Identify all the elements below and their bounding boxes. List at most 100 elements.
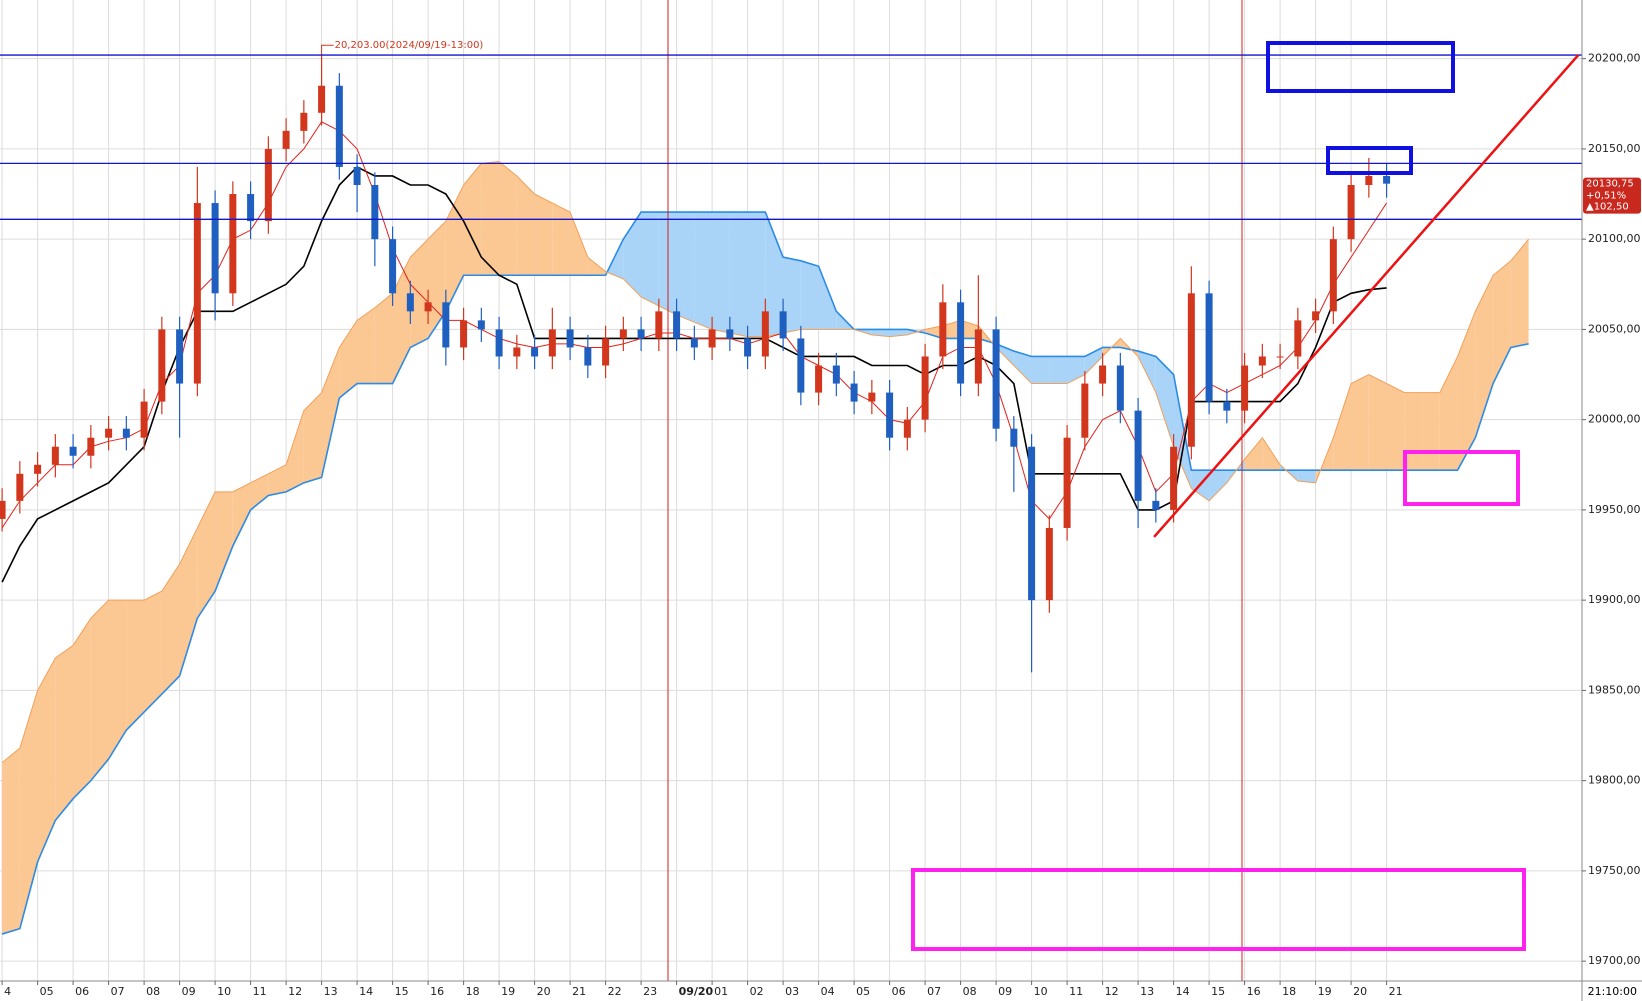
candle-body xyxy=(708,329,716,348)
candle-body xyxy=(1152,500,1160,510)
y-tick-label: 20100,00 xyxy=(1588,232,1641,245)
drawn-box xyxy=(1266,41,1455,93)
x-tick-label: 15 xyxy=(395,985,409,998)
candle-body xyxy=(1365,175,1373,186)
candle-body xyxy=(637,329,645,339)
cloud-fill xyxy=(357,307,375,384)
price-tag xyxy=(1583,177,1641,214)
cloud-fill xyxy=(250,473,269,510)
candle-body xyxy=(229,194,237,294)
cloud-fill xyxy=(676,212,695,323)
candle-body xyxy=(832,365,840,384)
cloud-fill xyxy=(1138,351,1156,393)
candle-body xyxy=(424,302,432,312)
cloud-fill xyxy=(481,161,500,276)
candle-body xyxy=(690,338,698,348)
candle-body xyxy=(797,338,805,393)
cloud-fill xyxy=(37,657,56,862)
x-tick-label: 20 xyxy=(1353,985,1367,998)
x-tick-label: 06 xyxy=(75,985,89,998)
x-tick-label: 06 xyxy=(892,985,906,998)
candle-body xyxy=(886,392,894,438)
candle-body xyxy=(548,329,556,357)
candle-body xyxy=(140,401,148,438)
candle-body xyxy=(584,347,592,366)
cloud-fill xyxy=(1386,383,1405,471)
candle-body xyxy=(300,112,308,131)
trendline xyxy=(1153,54,1580,538)
candle-body xyxy=(318,85,326,113)
cloud-fill xyxy=(2,748,20,935)
y-tick-label: 20200,00 xyxy=(1588,52,1641,65)
candle-body xyxy=(761,311,769,357)
cloud-fill xyxy=(445,185,464,312)
cloud-fill xyxy=(1493,260,1511,384)
candle-body xyxy=(957,302,965,384)
candle-body xyxy=(247,194,255,222)
cloud-fill xyxy=(144,591,162,713)
cloud-fill xyxy=(1351,374,1369,471)
y-tick-label: 19950,00 xyxy=(1588,503,1641,516)
cloud-fill xyxy=(286,410,304,492)
candle-body xyxy=(868,392,876,402)
y-tick-label: 19700,00 xyxy=(1588,954,1641,967)
cloud-fill xyxy=(712,212,730,334)
candle-body xyxy=(1383,175,1391,184)
candle-body xyxy=(619,329,627,339)
peak-label: 20,203.00(2024/09/19-13:00) xyxy=(335,40,484,51)
cloud-fill xyxy=(55,645,74,821)
candle-body xyxy=(442,302,450,348)
candle-body xyxy=(282,130,290,149)
cloud-fill xyxy=(303,392,322,483)
candle-body xyxy=(1329,239,1337,312)
cloud-fill xyxy=(1404,392,1423,471)
candle-body xyxy=(1134,410,1142,501)
cloud-fill xyxy=(339,320,358,398)
cloud-fill xyxy=(197,491,216,619)
candle-body xyxy=(939,302,947,357)
cloud-fill xyxy=(215,491,233,592)
candle-body xyxy=(16,473,24,501)
x-tick-label: 01 xyxy=(714,985,728,998)
candle-body xyxy=(744,338,752,357)
cloud-fill xyxy=(268,464,287,496)
candle-body xyxy=(531,347,539,357)
x-tick-label: 08 xyxy=(963,985,977,998)
cloud-fill xyxy=(516,175,535,276)
x-tick-label: 16 xyxy=(1247,985,1261,998)
x-tick-label: 20 xyxy=(537,985,551,998)
cloud-fill xyxy=(90,600,109,781)
x-tick-label: 21 xyxy=(572,985,586,998)
candle-body xyxy=(921,356,929,420)
cloud-fill xyxy=(1315,437,1334,483)
cloud-fill xyxy=(729,212,748,337)
x-tick-label: 09 xyxy=(182,985,196,998)
x-tick-label: 4 xyxy=(4,985,11,998)
y-tick-label: 19850,00 xyxy=(1588,683,1641,696)
candle-body xyxy=(122,428,130,438)
candle-body xyxy=(51,446,59,465)
y-tick-label: 20050,00 xyxy=(1588,322,1641,335)
drawn-box xyxy=(1403,450,1520,506)
cloud-fill xyxy=(73,618,91,799)
candle-body xyxy=(1205,293,1213,402)
x-tick-label: 16 xyxy=(430,985,444,998)
cloud-fill xyxy=(1439,356,1458,471)
cloud-fill xyxy=(747,212,766,337)
candle-body xyxy=(1241,365,1249,411)
candle-body xyxy=(850,383,858,402)
candle-body xyxy=(69,446,77,456)
cloud-fill xyxy=(499,161,517,276)
cloud-fill xyxy=(392,257,411,384)
cloud-fill xyxy=(179,527,198,676)
x-tick-label: 13 xyxy=(324,985,338,998)
candle-body xyxy=(1116,365,1124,411)
drawn-box xyxy=(911,868,1526,951)
cloud-fill xyxy=(1368,374,1387,471)
candle-body xyxy=(1063,437,1071,528)
cloud-fill xyxy=(694,212,713,330)
candle-body xyxy=(513,347,521,357)
cloud-fill xyxy=(570,212,588,276)
cloud-fill xyxy=(1457,311,1476,471)
